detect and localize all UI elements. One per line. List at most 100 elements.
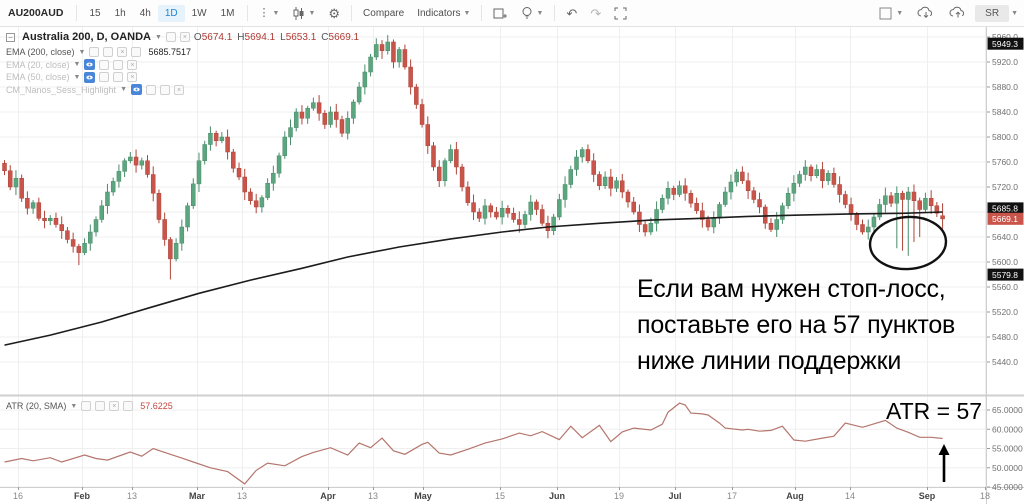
- indicators-button[interactable]: Indicators ▼: [417, 7, 471, 19]
- fullscreen-button[interactable]: [608, 4, 633, 23]
- layout-name-button[interactable]: SR: [975, 4, 1010, 22]
- legend-indicator-row[interactable]: EMA (50, close) ▼ ×: [6, 71, 138, 83]
- indicator-label: EMA (50, close): [6, 72, 70, 82]
- chevron-down-icon: ▼: [78, 48, 86, 56]
- legend-button[interactable]: [123, 401, 134, 411]
- support-ellipse-annotation: [868, 215, 948, 271]
- redo-button[interactable]: ↷: [584, 4, 607, 23]
- chart-settings-button[interactable]: ⚙: [322, 4, 346, 23]
- svg-text:5669.1: 5669.1: [992, 214, 1018, 224]
- atr-legend[interactable]: ATR (20, SMA) ▼ × 57.6225: [6, 400, 173, 412]
- interval-button-15[interactable]: 15: [89, 7, 101, 19]
- indicator-template-button[interactable]: [487, 4, 514, 23]
- ohlc-key: H: [237, 32, 245, 43]
- svg-text:Mar: Mar: [189, 491, 206, 501]
- chart-style-button[interactable]: ▼: [286, 4, 321, 23]
- indicator-label: CM_Nanos_Sess_Highlight: [6, 84, 117, 95]
- load-layout-button[interactable]: [911, 3, 941, 23]
- gear-icon: ⚙: [328, 5, 341, 21]
- more-intervals-button[interactable]: ⋮ ▼: [258, 6, 280, 19]
- compare-button[interactable]: Compare: [363, 7, 405, 19]
- interval-button-1W[interactable]: 1W: [191, 7, 207, 19]
- divider: [76, 5, 78, 21]
- atr-arrow-annotation: [938, 444, 950, 455]
- undo-icon: ↶: [566, 5, 578, 21]
- legend-indicator-row[interactable]: CM_Nanos_Sess_Highlight ▼ ×: [6, 84, 184, 96]
- svg-text:18: 18: [980, 491, 990, 501]
- divider: [554, 5, 556, 21]
- svg-text:5949.3: 5949.3: [992, 39, 1018, 49]
- svg-text:15: 15: [495, 491, 505, 501]
- fullscreen-icon: [614, 7, 627, 19]
- chevron-down-icon: ▼: [120, 86, 127, 93]
- interval-button-1h[interactable]: 1h: [114, 7, 126, 19]
- undo-button[interactable]: ↶: [560, 4, 583, 23]
- ohlc-key: C: [321, 32, 329, 43]
- svg-text:5480.0: 5480.0: [992, 332, 1018, 342]
- svg-text:Jun: Jun: [549, 491, 565, 501]
- interval-button-1M[interactable]: 1M: [220, 7, 235, 19]
- svg-text:17: 17: [727, 491, 737, 501]
- divider: [481, 5, 483, 21]
- svg-text:55.0000: 55.0000: [992, 444, 1023, 454]
- legend-button[interactable]: [95, 401, 106, 411]
- svg-text:5960.0: 5960.0: [992, 32, 1018, 42]
- svg-text:5520.0: 5520.0: [992, 307, 1018, 317]
- svg-text:Aug: Aug: [786, 491, 804, 501]
- ohlc-value: 5694.1: [244, 32, 276, 43]
- svg-text:5720.0: 5720.0: [992, 182, 1018, 192]
- collapse-icon[interactable]: −: [6, 32, 15, 42]
- svg-text:14: 14: [845, 491, 855, 501]
- atr-legend-value: 57.6225: [140, 401, 173, 411]
- legend-button[interactable]: [165, 32, 176, 42]
- interval-button-4h[interactable]: 4h: [139, 7, 151, 19]
- svg-text:5440.0: 5440.0: [992, 357, 1018, 367]
- svg-text:Jul: Jul: [668, 491, 681, 501]
- main-series-legend[interactable]: − Australia 200, D, OANDA ▼ × O5674.1 H56…: [6, 31, 364, 43]
- chevron-down-icon: ▼: [73, 73, 81, 81]
- chevron-down-icon: ▼: [70, 402, 78, 410]
- ohlc-value: 5653.1: [285, 32, 317, 43]
- legend-button[interactable]: ×: [109, 401, 120, 411]
- save-layout-button[interactable]: [943, 3, 973, 23]
- svg-text:Feb: Feb: [74, 491, 91, 501]
- indicator-label: EMA (20, close): [6, 59, 70, 70]
- svg-text:5880.0: 5880.0: [992, 82, 1018, 92]
- legend-indicator-row[interactable]: EMA (20, close) ▼ ×: [6, 59, 138, 71]
- legend-indicator-row[interactable]: EMA (200, close) ▼ × 5685.7517: [6, 47, 192, 57]
- svg-text:19: 19: [614, 491, 624, 501]
- layout-select-button[interactable]: ▼: [873, 4, 909, 23]
- ohlc-key: L: [280, 32, 286, 43]
- svg-text:May: May: [414, 491, 432, 501]
- svg-text:5560.0: 5560.0: [992, 282, 1018, 292]
- svg-text:Apr: Apr: [320, 491, 336, 501]
- svg-text:13: 13: [368, 491, 378, 501]
- grid-layout-icon: [879, 7, 892, 19]
- ideas-button[interactable]: ▼: [515, 3, 549, 23]
- legend-button[interactable]: ×: [179, 32, 190, 42]
- svg-text:65.0000: 65.0000: [992, 405, 1023, 415]
- svg-text:13: 13: [237, 491, 247, 501]
- interval-button-1D[interactable]: 1D: [157, 4, 185, 22]
- svg-text:Sep: Sep: [919, 491, 936, 501]
- chevron-down-icon: ▼: [154, 33, 162, 41]
- svg-text:60.0000: 60.0000: [992, 424, 1023, 434]
- eye-icon: [84, 59, 96, 70]
- atr-legend-label: ATR (20, SMA): [6, 401, 67, 411]
- svg-text:16: 16: [13, 491, 23, 501]
- svg-text:5600.0: 5600.0: [992, 257, 1018, 267]
- svg-text:13: 13: [127, 491, 137, 501]
- candlestick-style-icon: [293, 6, 304, 20]
- indicator-value: 5685.7517: [148, 47, 192, 57]
- series-title: Australia 200, D, OANDA: [22, 31, 151, 43]
- symbol-search[interactable]: AU200AUD: [8, 7, 64, 19]
- svg-text:50.0000: 50.0000: [992, 463, 1023, 473]
- divider: [351, 5, 353, 21]
- svg-text:5640.0: 5640.0: [992, 232, 1018, 242]
- chevron-down-icon[interactable]: ▼: [1011, 9, 1018, 17]
- legend-button[interactable]: [81, 401, 92, 411]
- lightbulb-icon: [522, 7, 532, 19]
